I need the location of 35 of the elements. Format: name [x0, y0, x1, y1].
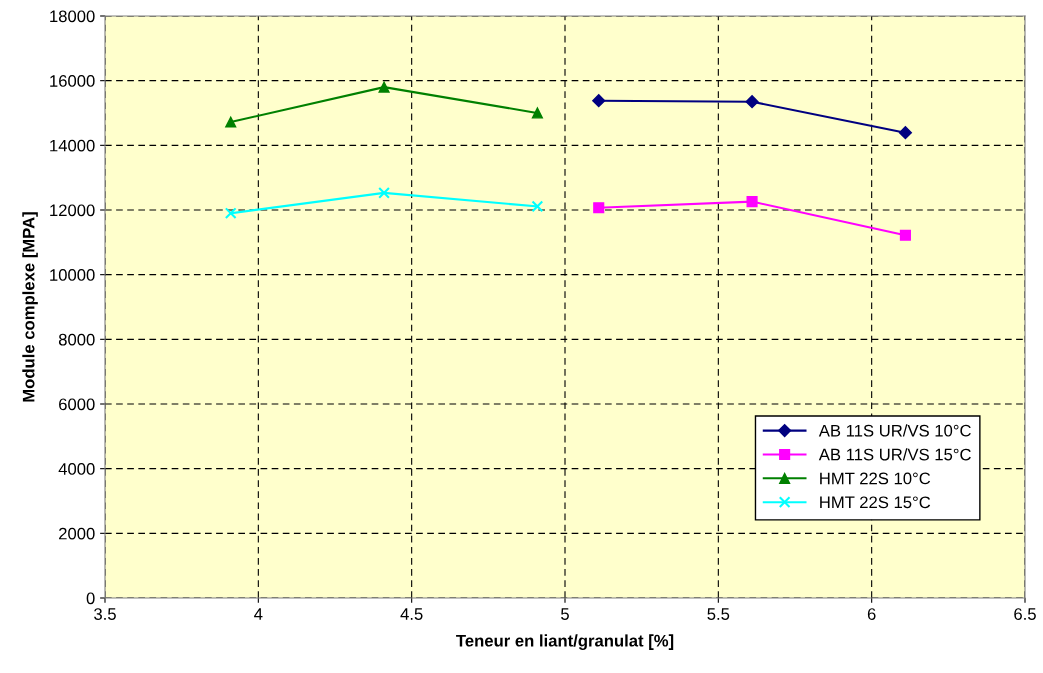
x-tick-label: 6.5: [1014, 608, 1036, 620]
x-tick-label: 5: [561, 608, 569, 620]
x-tick-label: 4.5: [400, 608, 423, 620]
y-tick-label: 4000: [58, 463, 95, 475]
point: [224, 207, 237, 220]
x-tick-label: 6: [867, 608, 876, 620]
point: [378, 186, 390, 199]
y-tick-label: 16000: [50, 75, 95, 87]
y-tick-label: 14000: [50, 139, 95, 152]
x-tick-label: 3.5: [94, 608, 116, 620]
legend-label: AB 11S UR/VS 10°C: [818, 424, 971, 437]
legend-label: AB 11S UR/VS 15°C: [818, 448, 971, 461]
point: [899, 229, 911, 241]
y-tick-label: 10000: [50, 269, 95, 281]
point: [531, 200, 544, 213]
point: [745, 95, 759, 109]
point: [746, 196, 758, 208]
y-axis-title: Module complexe [MPA]: [22, 212, 38, 402]
point: [593, 202, 605, 214]
y-tick-label: 6000: [59, 398, 95, 411]
point: [531, 107, 543, 119]
point: [592, 94, 606, 108]
y-tick-label: 18000: [50, 10, 95, 23]
y-tick-label: 12000: [50, 204, 95, 217]
legend-label: HMT 22S 15°C: [820, 496, 931, 509]
y-tick-label: 8000: [58, 333, 95, 346]
point: [225, 116, 237, 128]
legend-label: HMT 22S 10°C: [820, 472, 931, 485]
x-tick-label: 5.5: [707, 608, 730, 620]
x-axis-title: Teneur en liant/granulat [%]: [456, 634, 674, 650]
y-tick-label: 2000: [59, 527, 95, 540]
y-tick-label: 0: [86, 592, 95, 605]
x-tick-label: 4: [254, 608, 263, 620]
point: [898, 126, 912, 140]
point: [378, 81, 390, 93]
